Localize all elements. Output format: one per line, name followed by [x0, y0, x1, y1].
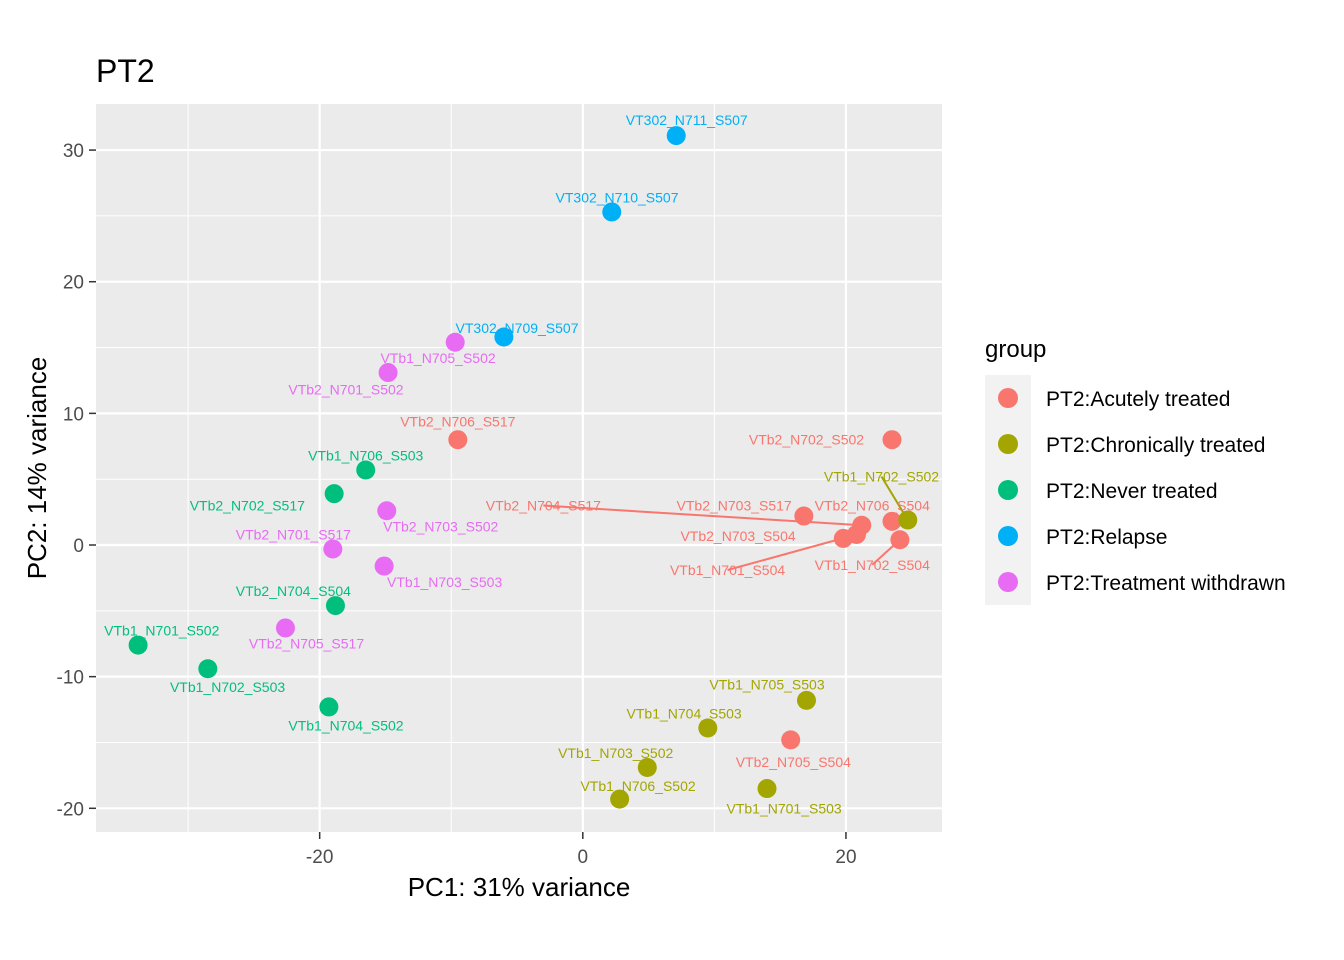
- data-point: [882, 511, 902, 531]
- point-label: VT302_N711_S507: [626, 112, 748, 128]
- point-label: VTb1_N703_S503: [387, 574, 502, 590]
- data-point: [378, 363, 398, 383]
- point-label: VTb1_N705_S503: [709, 677, 824, 693]
- x-tick-label: 0: [578, 847, 589, 868]
- data-point: [890, 530, 910, 550]
- data-point: [323, 539, 343, 559]
- data-point: [128, 635, 148, 655]
- data-point: [898, 510, 918, 530]
- x-tick-label: -20: [306, 847, 333, 868]
- y-tick-label: 0: [73, 536, 84, 557]
- y-tick-label: 30: [63, 141, 84, 162]
- point-label: VTb1_N704_S502: [288, 717, 403, 733]
- legend-key: [998, 572, 1018, 592]
- data-point: [324, 484, 344, 504]
- point-label: VT302_N709_S507: [456, 320, 579, 336]
- legend-items: PT2:Acutely treated PT2:Chronically treat…: [998, 388, 1286, 595]
- data-point: [698, 718, 718, 738]
- legend-key: [998, 526, 1018, 546]
- point-label: VTb2_N706_S517: [400, 413, 515, 429]
- point-label: VTb2_N701_S502: [288, 382, 403, 398]
- point-label: VTb2_N703_S502: [383, 519, 498, 535]
- data-point: [198, 659, 218, 679]
- y-axis-title: PC2: 14% variance: [22, 357, 52, 580]
- y-tick-label: -10: [57, 668, 84, 689]
- point-label: VTb2_N705_S504: [736, 754, 851, 770]
- data-point: [448, 430, 468, 450]
- legend-label: PT2:Chronically treated: [1046, 434, 1265, 457]
- data-point: [796, 690, 816, 710]
- legend-label: PT2:Never treated: [1046, 480, 1218, 503]
- legend-key: [998, 480, 1018, 500]
- y-tick-label: 20: [63, 273, 84, 294]
- legend-label: PT2:Acutely treated: [1046, 388, 1230, 411]
- data-point: [610, 789, 630, 809]
- data-point: [781, 730, 801, 750]
- point-label: VTb2_N703_S517: [677, 498, 792, 514]
- axis-tick-labels: -20 0 20 -20 -10 0 10 20 30: [57, 141, 857, 868]
- point-label: VTb1_N704_S503: [627, 706, 742, 722]
- y-tick-label: -20: [57, 799, 84, 820]
- point-label: VTb1_N701_S502: [104, 623, 219, 639]
- point-label: VTb2_N704_S504: [236, 583, 351, 599]
- data-point: [319, 697, 339, 717]
- data-point: [602, 202, 622, 222]
- data-point: [275, 618, 295, 638]
- data-point: [757, 779, 777, 799]
- plot-panel: [96, 104, 942, 832]
- point-label: VTb2_N702_S517: [190, 498, 305, 514]
- legend: group PT2:Acutely treated PT2:Chronically…: [985, 336, 1286, 605]
- axis-ticks: [89, 149, 847, 839]
- data-point: [882, 430, 902, 450]
- point-label: VTb2_N701_S517: [236, 526, 351, 542]
- point-label: VTb1_N702_S504: [815, 557, 930, 573]
- data-point: [356, 460, 376, 480]
- point-label: VTb2_N704_S517: [486, 498, 601, 514]
- point-label: VTb1_N706_S502: [580, 778, 695, 794]
- data-point: [374, 556, 394, 576]
- x-axis-title: PC1: 31% variance: [408, 872, 631, 902]
- data-point: [445, 332, 465, 352]
- point-label: VTb1_N705_S502: [380, 350, 495, 366]
- point-label: VTb1_N703_S502: [558, 745, 673, 761]
- point-labels: VTb2_N706_S517 VTb2_N702_S502 VTb2_N704_S5…: [104, 112, 939, 817]
- data-point: [637, 757, 657, 777]
- legend-key: [998, 434, 1018, 454]
- point-label: VTb2_N703_S504: [680, 528, 795, 544]
- point-label: VTb1_N701_S503: [727, 800, 842, 816]
- data-point: [846, 524, 866, 544]
- y-tick-label: 10: [63, 404, 84, 425]
- data-point: [794, 506, 814, 526]
- x-tick-label: 20: [835, 847, 856, 868]
- data-points: [128, 126, 918, 809]
- point-label: VTb1_N701_S504: [670, 562, 785, 578]
- data-point: [494, 327, 514, 347]
- point-label: VTb2_N705_S517: [249, 636, 364, 652]
- legend-label: PT2:Relapse: [1046, 526, 1167, 549]
- minor-gridlines: [96, 104, 942, 832]
- point-label: VTb2_N706_S504: [815, 498, 930, 514]
- point-label: VT302_N710_S507: [556, 189, 679, 205]
- legend-title: group: [985, 336, 1046, 363]
- data-point: [377, 501, 397, 521]
- legend-key: [998, 388, 1018, 408]
- point-label: VTb1_N706_S503: [308, 447, 423, 463]
- data-point: [325, 596, 345, 616]
- data-point: [666, 126, 686, 146]
- point-label: VTb1_N702_S503: [170, 679, 285, 695]
- chart-title: PT2: [96, 53, 155, 89]
- major-gridlines: [96, 104, 942, 832]
- legend-label: PT2:Treatment withdrawn: [1046, 572, 1286, 595]
- point-label: VTb2_N702_S502: [749, 432, 864, 448]
- point-label: VTb1_N702_S502: [824, 469, 939, 485]
